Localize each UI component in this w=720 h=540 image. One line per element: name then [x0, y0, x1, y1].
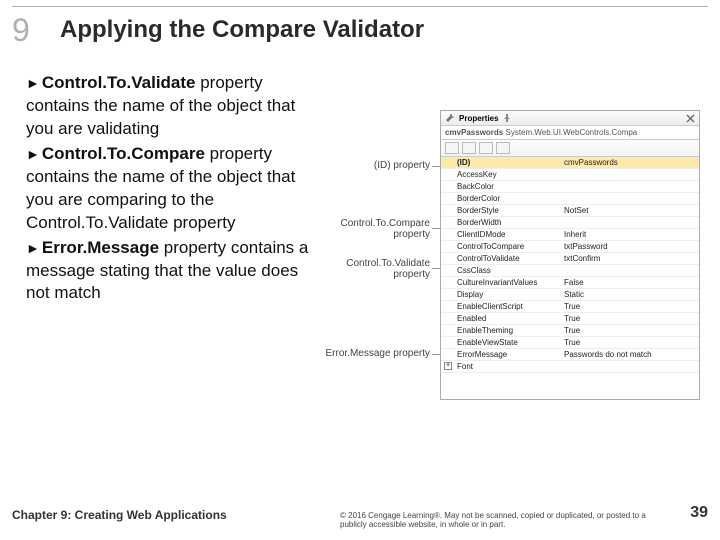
wrench-icon [445, 113, 455, 123]
bullet-bold: Error.Message [42, 238, 159, 257]
property-value[interactable] [561, 361, 699, 372]
panel-title: Properties [459, 114, 499, 123]
bullet-item: ►Control.To.Validate property contains t… [26, 72, 326, 141]
property-value[interactable]: txtConfirm [561, 253, 699, 264]
property-row[interactable]: ControlToValidatetxtConfirm [441, 253, 699, 265]
body-text: ►Control.To.Validate property contains t… [26, 72, 326, 307]
property-row[interactable]: BorderColor [441, 193, 699, 205]
panel-sub-right: System.Web.UI.WebControls.Compa [506, 128, 638, 137]
property-value[interactable]: True [561, 325, 699, 336]
top-rule [12, 6, 708, 7]
close-icon[interactable] [686, 114, 695, 123]
property-row[interactable]: CssClass [441, 265, 699, 277]
property-value[interactable] [561, 181, 699, 192]
property-value[interactable]: True [561, 313, 699, 324]
property-key: BorderStyle [441, 205, 561, 216]
property-row[interactable]: ControlToComparetxtPassword [441, 241, 699, 253]
panel-sub-left: cmvPasswords [445, 128, 503, 137]
property-row[interactable]: BorderWidth [441, 217, 699, 229]
property-row[interactable]: (ID)cmvPasswords [441, 157, 699, 169]
expand-icon[interactable]: + [444, 362, 452, 370]
property-key: ErrorMessage [441, 349, 561, 360]
callout-ctc: Control.To.Compare property [326, 218, 430, 240]
property-row[interactable]: ClientIDModeInherit [441, 229, 699, 241]
callout-ctv-l2: property [326, 269, 430, 280]
tool-categorized-icon[interactable] [445, 142, 459, 154]
bullet-item: ►Control.To.Compare property contains th… [26, 143, 326, 235]
property-key: Enabled [441, 313, 561, 324]
property-key: (ID) [441, 157, 561, 168]
property-key: ClientIDMode [441, 229, 561, 240]
property-row[interactable]: CultureInvariantValuesFalse [441, 277, 699, 289]
callout-ctv-l1: Control.To.Validate [326, 258, 430, 269]
property-value[interactable]: True [561, 337, 699, 348]
slide-page: 9 Applying the Compare Validator ►Contro… [0, 0, 720, 540]
pin-icon[interactable] [503, 114, 511, 122]
tool-prop-icon[interactable] [496, 142, 510, 154]
tool-alpha-icon[interactable] [462, 142, 476, 154]
property-value[interactable]: False [561, 277, 699, 288]
property-value[interactable] [561, 169, 699, 180]
footer-page-number: 39 [690, 504, 708, 522]
slide-title: Applying the Compare Validator [60, 16, 424, 44]
property-value[interactable]: txtPassword [561, 241, 699, 252]
bullet-item: ►Error.Message property contains a messa… [26, 237, 326, 306]
bullet-arrow-icon: ► [26, 239, 40, 258]
property-row[interactable]: Font+ [441, 361, 699, 373]
property-value[interactable]: Static [561, 289, 699, 300]
property-row[interactable]: AccessKey [441, 169, 699, 181]
property-row[interactable]: EnableViewStateTrue [441, 337, 699, 349]
property-value[interactable] [561, 265, 699, 276]
callout-id: (ID) property [340, 160, 430, 171]
property-key: Display [441, 289, 561, 300]
property-key: EnableViewState [441, 337, 561, 348]
property-value[interactable]: Passwords do not match [561, 349, 699, 360]
property-key: BorderColor [441, 193, 561, 204]
bullet-arrow-icon: ► [26, 74, 40, 93]
chapter-number: 9 [12, 12, 30, 49]
tool-events-icon[interactable] [479, 142, 493, 154]
property-key: CssClass [441, 265, 561, 276]
property-row[interactable]: DisplayStatic [441, 289, 699, 301]
bullet-arrow-icon: ► [26, 145, 40, 164]
property-value[interactable]: Inherit [561, 229, 699, 240]
panel-subtitle: cmvPasswords System.Web.UI.WebControls.C… [441, 126, 699, 140]
callout-ctc-l1: Control.To.Compare [326, 218, 430, 229]
property-key: BorderWidth [441, 217, 561, 228]
property-row[interactable]: EnableThemingTrue [441, 325, 699, 337]
footer-copyright: © 2016 Cengage Learning®. May not be sca… [340, 511, 650, 530]
property-key: ControlToCompare [441, 241, 561, 252]
bullet-bold: Control.To.Validate [42, 73, 196, 92]
bullet-bold: Control.To.Compare [42, 144, 205, 163]
property-row[interactable]: EnabledTrue [441, 313, 699, 325]
property-key: Font+ [441, 361, 561, 372]
properties-panel: Properties cmvPasswords System.Web.UI.We… [440, 110, 700, 400]
property-grid: (ID)cmvPasswordsAccessKeyBackColorBorder… [441, 157, 699, 373]
property-key: ControlToValidate [441, 253, 561, 264]
property-row[interactable]: BorderStyleNotSet [441, 205, 699, 217]
property-key: AccessKey [441, 169, 561, 180]
property-value[interactable]: NotSet [561, 205, 699, 216]
property-row[interactable]: BackColor [441, 181, 699, 193]
property-key: EnableTheming [441, 325, 561, 336]
property-key: BackColor [441, 181, 561, 192]
callout-ctc-l2: property [326, 229, 430, 240]
property-value[interactable]: cmvPasswords [561, 157, 699, 168]
property-row[interactable]: ErrorMessagePasswords do not match [441, 349, 699, 361]
property-key: CultureInvariantValues [441, 277, 561, 288]
property-row[interactable]: EnableClientScriptTrue [441, 301, 699, 313]
footer-chapter: Chapter 9: Creating Web Applications [12, 508, 227, 522]
callout-err: Error.Message property [316, 348, 430, 359]
property-value[interactable] [561, 193, 699, 204]
property-value[interactable]: True [561, 301, 699, 312]
property-value[interactable] [561, 217, 699, 228]
panel-header: Properties [441, 111, 699, 126]
callout-ctv: Control.To.Validate property [326, 258, 430, 280]
panel-toolbar [441, 140, 699, 157]
property-key: EnableClientScript [441, 301, 561, 312]
